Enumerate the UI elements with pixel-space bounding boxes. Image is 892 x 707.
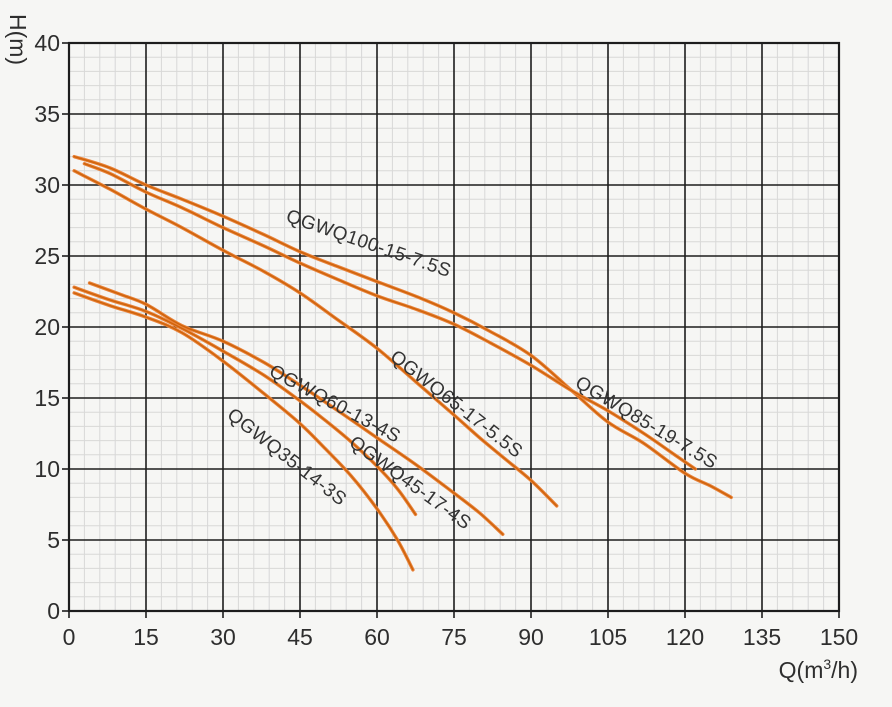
curve-core-qgwq35-14-3s (73, 292, 414, 571)
y-tick-label: 10 (34, 456, 60, 482)
x-tick-label: 135 (743, 624, 781, 650)
curve-core-qgwq45-17-4s (73, 286, 417, 516)
x-tick-label: 90 (518, 624, 544, 650)
y-axis-title: H(m) (5, 14, 31, 65)
y-tick-label: 25 (34, 243, 60, 269)
x-tick-label: 120 (666, 624, 704, 650)
curve-qgwq45-17-4s (72, 285, 418, 517)
x-tick-label: 30 (210, 624, 236, 650)
y-tick-label: 5 (47, 527, 60, 553)
curve-label-qgwq85-19-7.5s: QGWQ85-19-7.5S (571, 372, 721, 473)
x-tick-label: 15 (133, 624, 159, 650)
curve-core-qgwq65-17-5.5s (73, 170, 558, 507)
y-tick-label: 30 (34, 172, 60, 198)
plot-border (67, 41, 841, 613)
curve-core-qgwq100-15-7.5s (73, 155, 732, 499)
y-tick-label: 0 (47, 598, 60, 624)
curve-label-qgwq60-13-4s: QGWQ60-13-4S (266, 361, 404, 448)
y-tick-label: 15 (34, 385, 60, 411)
y-tick-label: 20 (34, 314, 60, 340)
x-axis-title: Q(m3/h) (779, 656, 858, 683)
curve-core-qgwq60-13-4s (88, 282, 504, 535)
curve-core-qgwq85-19-7.5s (83, 163, 696, 470)
x-tick-label: 60 (364, 624, 390, 650)
curve-label-qgwq65-17-5.5s: QGWQ65-17-5.5S (386, 346, 527, 462)
y-tick-label: 40 (34, 30, 60, 56)
x-tick-label: 45 (287, 624, 313, 650)
x-tick-label: 75 (441, 624, 467, 650)
x-tick-label: 105 (589, 624, 627, 650)
x-tick-label: 0 (63, 624, 76, 650)
x-tick-label: 150 (820, 624, 858, 650)
y-tick-label: 35 (34, 101, 60, 127)
